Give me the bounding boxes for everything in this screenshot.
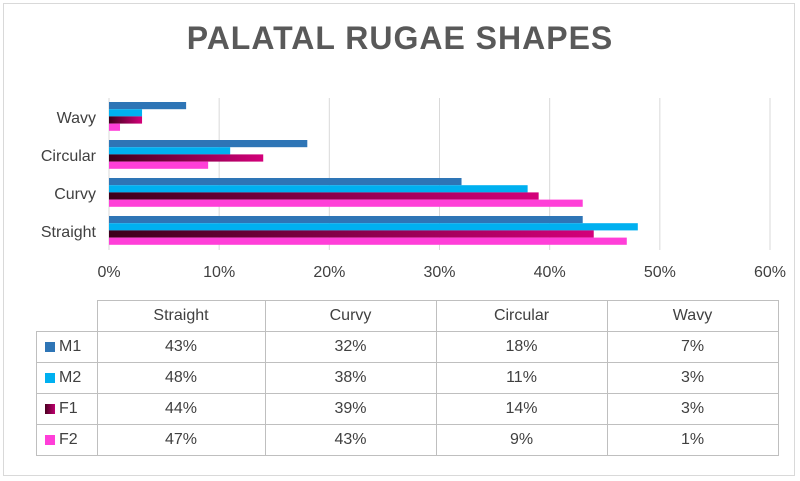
bar-f1-wavy <box>109 116 143 124</box>
table-cell: 43% <box>96 331 266 363</box>
bar-f2-curvy <box>109 199 583 207</box>
table-cell: 39% <box>264 393 437 425</box>
bar-m1-wavy <box>109 102 187 110</box>
data-table: Straight Curvy Circular Wavy M1 43% 32% … <box>36 300 779 456</box>
bar-m2-wavy <box>109 109 143 117</box>
bar-f1-curvy <box>109 192 539 200</box>
x-tick-label: 20% <box>313 264 345 281</box>
table-corner <box>36 300 98 332</box>
bar-f2-wavy <box>109 123 121 131</box>
x-tick-label: 0% <box>97 264 120 281</box>
table-row: M1 43% 32% 18% 7% <box>36 331 779 363</box>
legend-key-f2 <box>45 434 55 445</box>
bar-m2-circular <box>109 147 231 155</box>
x-tick-label: 10% <box>203 264 235 281</box>
x-tick-label: 30% <box>423 264 455 281</box>
table-cell: 9% <box>435 424 608 456</box>
table-cell: 1% <box>606 424 779 456</box>
table-cell: 18% <box>435 331 608 363</box>
bar-f1-circular <box>109 154 264 162</box>
category-label: Circular <box>41 148 97 165</box>
legend-key-f1 <box>45 403 55 414</box>
series-label-cell: F1 <box>36 393 98 425</box>
table-row: F1 44% 39% 14% 3% <box>36 393 779 425</box>
table-header-row: Straight Curvy Circular Wavy <box>36 300 779 332</box>
bar-f2-straight <box>109 237 627 245</box>
x-tick-label: 40% <box>534 264 566 281</box>
series-name: F1 <box>59 400 78 417</box>
table-row: M2 48% 38% 11% 3% <box>36 362 779 394</box>
bar-chart-plot: Straight Curvy Circular Wavy 0% 10% 20% 30% 40%… <box>41 98 786 281</box>
bar-f2-circular <box>109 161 209 169</box>
bar-m2-straight <box>109 223 638 231</box>
table-cell: 43% <box>264 424 437 456</box>
category-labels: Straight Curvy Circular Wavy <box>41 110 97 241</box>
table-cell: 47% <box>96 424 266 456</box>
table-cell: 14% <box>435 393 608 425</box>
series-name: M2 <box>59 369 82 386</box>
table-cell: 3% <box>606 393 779 425</box>
table-cell: 32% <box>264 331 437 363</box>
table-cell: 3% <box>606 362 779 394</box>
series-label-cell: F2 <box>36 424 98 456</box>
chart-title: PALATAL RUGAE SHAPES <box>186 20 614 56</box>
bar-m2-curvy <box>109 185 528 193</box>
table-cell: 44% <box>96 393 266 425</box>
table-cell: 48% <box>96 362 266 394</box>
legend-key-m1 <box>45 341 55 352</box>
table-row: F2 47% 43% 9% 1% <box>36 424 779 456</box>
series-name: M1 <box>59 338 82 355</box>
table-header: Straight <box>96 300 266 332</box>
table-header: Curvy <box>264 300 437 332</box>
tick-labels: 0% 10% 20% 30% 40% 50% 60% <box>97 264 786 281</box>
bar-m1-straight <box>109 216 583 224</box>
legend-key-m2 <box>45 372 55 383</box>
x-tick-label: 60% <box>754 264 786 281</box>
bar-m1-curvy <box>109 178 462 186</box>
bars <box>109 102 638 245</box>
category-label: Straight <box>41 224 97 241</box>
category-label: Wavy <box>57 110 96 127</box>
bar-m1-circular <box>109 140 308 148</box>
x-tick-label: 50% <box>644 264 676 281</box>
table-cell: 7% <box>606 331 779 363</box>
series-label-cell: M1 <box>36 331 98 363</box>
table-cell: 38% <box>264 362 437 394</box>
table-cell: 11% <box>435 362 608 394</box>
series-name: F2 <box>59 431 78 448</box>
chart-frame <box>3 3 795 476</box>
bar-f1-straight <box>109 230 594 238</box>
category-label: Curvy <box>54 186 96 203</box>
table-header: Circular <box>435 300 608 332</box>
table-header: Wavy <box>606 300 779 332</box>
series-label-cell: M2 <box>36 362 98 394</box>
